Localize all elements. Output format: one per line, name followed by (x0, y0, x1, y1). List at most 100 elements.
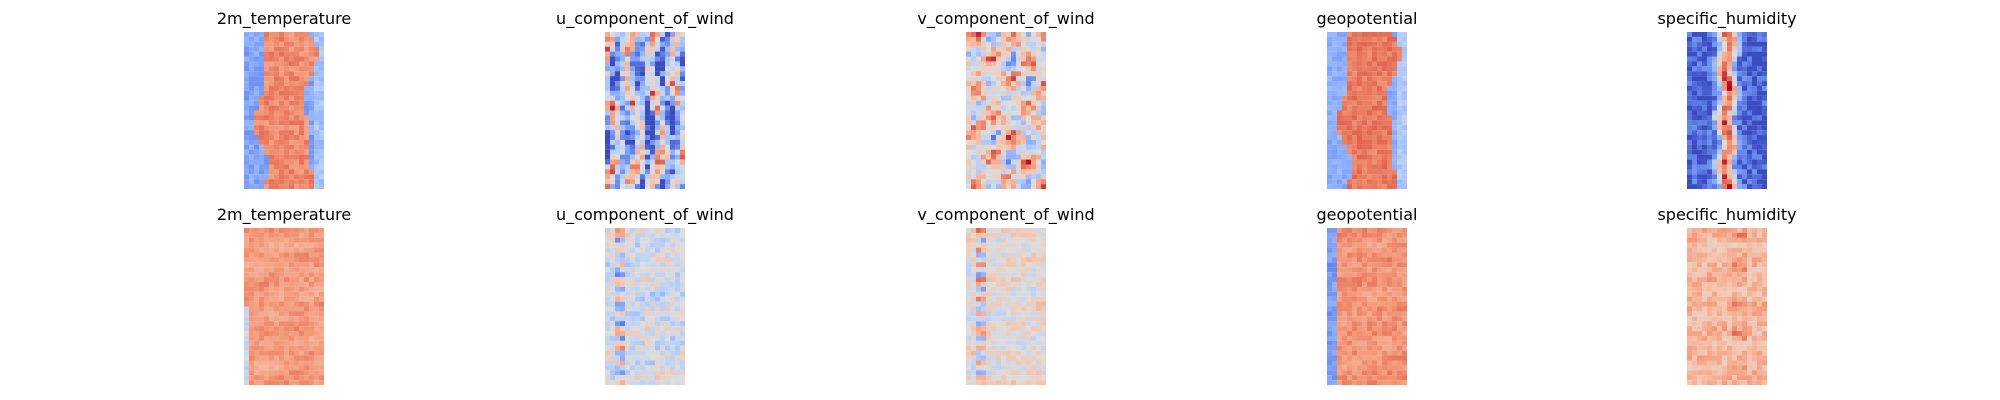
heatmap-cell (1357, 296, 1363, 302)
heatmap-cell (615, 85, 621, 91)
heatmap-cell (1737, 36, 1743, 42)
heatmap-cell (1402, 120, 1407, 126)
heatmap-cell (986, 291, 992, 297)
heatmap-cell (630, 110, 636, 116)
heatmap-cell (254, 277, 260, 283)
heatmap-cell (1392, 232, 1398, 238)
heatmap-cell (630, 365, 636, 371)
heatmap-cell (1011, 237, 1017, 243)
heatmap-cell (1377, 281, 1383, 287)
heatmap-cell (655, 237, 661, 243)
heatmap-cell (976, 301, 982, 307)
heatmap-cell (660, 370, 666, 376)
heatmap-cell (630, 71, 636, 77)
heatmap-cell (254, 179, 260, 185)
heatmap-cell (1031, 252, 1037, 258)
heatmap-cell (1397, 291, 1403, 297)
heatmap-cell (1387, 56, 1393, 62)
heatmap-cell (1352, 335, 1358, 341)
heatmap-cell (981, 340, 987, 346)
heatmap-cell (299, 115, 305, 121)
heatmap-cell (1021, 247, 1027, 253)
heatmap-cell (655, 291, 661, 297)
heatmap-cell (1387, 169, 1393, 175)
heatmap-cell (1041, 85, 1046, 91)
heatmap-cell (1011, 169, 1017, 175)
heatmap-cell (1687, 115, 1693, 121)
heatmap-cell (991, 36, 997, 42)
heatmap-cell (981, 85, 987, 91)
heatmap-cell (640, 335, 646, 341)
heatmap-cell (264, 100, 270, 106)
heatmap-cell (976, 85, 982, 91)
heatmap-cell (635, 51, 641, 57)
heatmap-cell (284, 139, 290, 145)
heatmap-cell (254, 296, 260, 302)
heatmap-cell (1692, 76, 1698, 82)
heatmap-cell (1372, 100, 1378, 106)
heatmap-cell (680, 257, 685, 263)
heatmap-cell (976, 331, 982, 336)
heatmap-cell (1397, 41, 1403, 47)
heatmap-cell (1387, 301, 1393, 307)
heatmap-cell (1001, 228, 1007, 233)
heatmap-cell (665, 316, 671, 322)
heatmap-cell (1006, 120, 1012, 126)
heatmap-cell (996, 286, 1002, 292)
heatmap-cell (1687, 169, 1693, 175)
heatmap-cell (1036, 360, 1042, 366)
heatmap-cell (1382, 85, 1388, 91)
heatmap-cell (274, 281, 280, 287)
heatmap-cell (289, 184, 295, 189)
heatmap-cell (1702, 164, 1708, 170)
heatmap-cell (670, 135, 676, 140)
heatmap-cell (1367, 51, 1373, 57)
heatmap-cell (1041, 335, 1046, 341)
heatmap-cell (319, 32, 324, 37)
heatmap-cell (986, 306, 992, 312)
heatmap-cell (294, 326, 300, 332)
heatmap-cell (675, 125, 681, 131)
heatmap-cell (1352, 242, 1358, 248)
heatmap-cell (1352, 291, 1358, 297)
heatmap-cell (1372, 51, 1378, 57)
heatmap-cell (1727, 335, 1733, 341)
heatmap-cell (309, 360, 315, 366)
heatmap-cell (1732, 56, 1738, 62)
heatmap-cell (1752, 66, 1758, 72)
heatmap-cell (289, 262, 295, 268)
heatmap-cell (1001, 252, 1007, 258)
heatmap-cell (680, 85, 685, 91)
heatmap-cell (625, 350, 631, 356)
heatmap-cell (1402, 169, 1407, 175)
heatmap-cell (1757, 281, 1763, 287)
heatmap-cell (244, 375, 250, 381)
heatmap-cell (971, 355, 977, 361)
heatmap-cell (1372, 41, 1378, 47)
heatmap-cell (299, 61, 305, 67)
heatmap-cell (304, 46, 310, 52)
heatmap-cell (314, 105, 320, 111)
heatmap-cell (1382, 272, 1388, 278)
heatmap-cell (1001, 105, 1007, 111)
heatmap-cell (244, 301, 250, 307)
heatmap-cell (1387, 277, 1393, 283)
heatmap-cell (1016, 100, 1022, 106)
heatmap-cell (996, 115, 1002, 121)
heatmap-cell (675, 154, 681, 160)
heatmap-cell (1762, 71, 1767, 77)
heatmap-cell (309, 154, 315, 160)
heatmap-cell (640, 169, 646, 175)
heatmap-cell (1372, 66, 1378, 72)
heatmap-cell (1377, 130, 1383, 136)
heatmap-cell (309, 326, 315, 332)
heatmap-cell (625, 179, 631, 185)
heatmap-cell (1377, 76, 1383, 82)
heatmap-cell (1727, 311, 1733, 317)
heatmap-cell (1036, 350, 1042, 356)
heatmap-cell (1352, 365, 1358, 371)
heatmap-cell (314, 81, 320, 87)
heatmap-cell (1327, 46, 1333, 52)
heatmap-cell (981, 267, 987, 273)
heatmap-cell (1727, 281, 1733, 287)
